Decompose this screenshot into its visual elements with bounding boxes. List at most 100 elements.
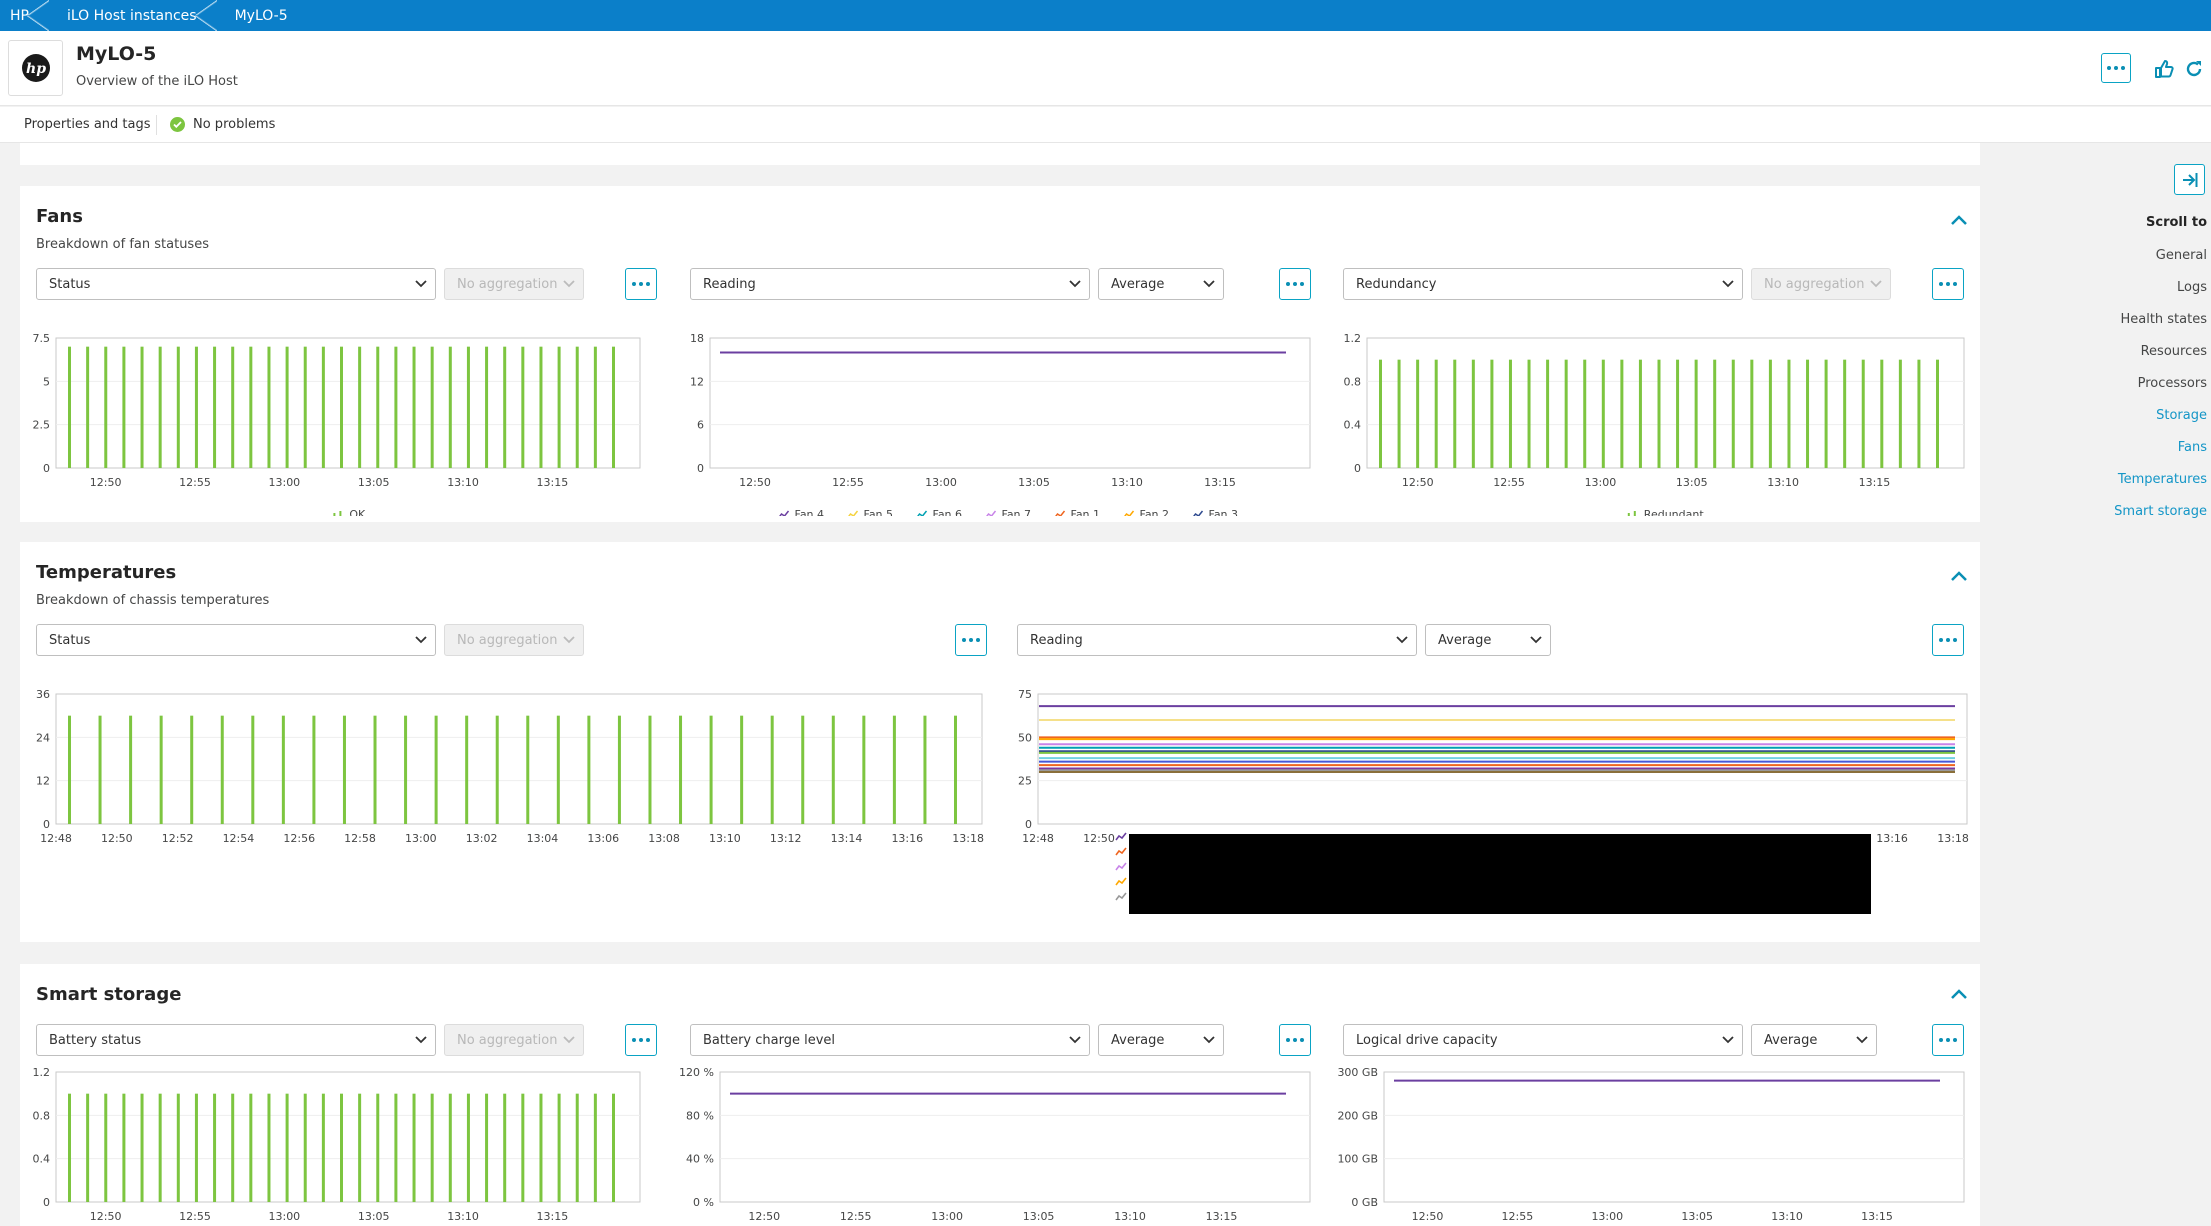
previous-section-bottom <box>20 143 1980 165</box>
thumbs-up-icon[interactable] <box>2153 58 2175 80</box>
status-bar <box>1694 359 1698 468</box>
scroll-to-smart-storage[interactable]: Smart storage <box>2114 504 2207 519</box>
chevron-down-icon <box>415 280 427 288</box>
scroll-to-resources[interactable]: Resources <box>2140 344 2207 359</box>
fans-reading-aggregation-select[interactable]: Average <box>1098 268 1224 300</box>
x-tick-label: 13:05 <box>1023 1210 1055 1223</box>
status-bar <box>593 1093 597 1202</box>
y-tick-label: 0.4 <box>33 1153 51 1166</box>
x-tick-label: 13:02 <box>466 832 498 845</box>
select-value: Average <box>1111 276 1165 292</box>
breadcrumb-current[interactable]: MyLO-5 <box>234 7 288 24</box>
x-tick-label: 12:55 <box>179 476 211 489</box>
properties-and-tags-link[interactable]: Properties and tags <box>24 117 151 132</box>
status-bar <box>249 346 253 468</box>
x-tick-label: 13:10 <box>1111 476 1143 489</box>
temperatures-reading-aggregation-select[interactable]: Average <box>1425 624 1551 656</box>
status-bar <box>1824 359 1828 468</box>
x-tick-label: 13:05 <box>358 1210 390 1223</box>
scroll-to-fans[interactable]: Fans <box>2177 440 2207 455</box>
x-tick-label: 12:50 <box>101 832 133 845</box>
problems-status[interactable]: No problems <box>170 117 275 132</box>
battery-charge-aggregation-select[interactable]: Average <box>1098 1024 1224 1056</box>
status-bar <box>98 715 102 824</box>
status-bar <box>485 346 489 468</box>
fans-status-more-button[interactable] <box>625 268 657 300</box>
select-value: No aggregation <box>457 276 558 292</box>
x-tick-label: 13:16 <box>891 832 923 845</box>
chevron-up-icon[interactable] <box>1950 988 1968 1000</box>
status-bar <box>68 715 71 824</box>
fans-status-metric-select[interactable]: Status <box>36 268 436 300</box>
legend-line-icon <box>1124 510 1135 516</box>
temperatures-status-metric-select[interactable]: Status <box>36 624 436 656</box>
more-icon <box>2107 66 2125 70</box>
fans-redundancy-metric-select[interactable]: Redundancy <box>1343 268 1743 300</box>
scroll-to-processors[interactable]: Processors <box>2137 376 2207 391</box>
status-bar <box>556 715 560 824</box>
status-bar <box>122 346 126 468</box>
hp-logo: hp <box>8 40 63 96</box>
y-tick-label: 200 GB <box>1337 1109 1378 1122</box>
y-tick-label: 25 <box>1018 775 1032 788</box>
fans-redundancy-more-button[interactable] <box>1932 268 1964 300</box>
battery-charge-metric-select[interactable]: Battery charge level <box>690 1024 1090 1056</box>
status-bar <box>1397 359 1401 468</box>
logical-drive-capacity-more-button[interactable] <box>1932 1024 1964 1056</box>
legend-item: OK <box>333 508 366 516</box>
temperatures-status-more-button[interactable] <box>955 624 987 656</box>
scroll-to-heading: Scroll to <box>2146 215 2207 230</box>
y-tick-label: 0 <box>43 1196 50 1209</box>
status-bar <box>129 715 133 824</box>
status-bar <box>485 1093 489 1202</box>
status-bar <box>1880 359 1884 468</box>
legend-label: Redundant <box>1644 508 1705 516</box>
breadcrumb-hp[interactable]: HP <box>0 0 49 31</box>
status-bar <box>892 715 896 824</box>
battery-status-metric-select[interactable]: Battery status <box>36 1024 436 1056</box>
fans-status-aggregation-select: No aggregation <box>444 268 584 300</box>
divider <box>156 115 157 135</box>
scroll-to-storage[interactable]: Storage <box>2156 408 2207 423</box>
logical-drive-capacity-aggregation-select[interactable]: Average <box>1751 1024 1877 1056</box>
status-bar <box>740 715 744 824</box>
legend-line-icon <box>1193 510 1204 516</box>
legend-label: Fan 1 <box>1071 508 1101 516</box>
status-bar <box>617 715 621 824</box>
logical-drive-capacity-metric-select[interactable]: Logical drive capacity <box>1343 1024 1743 1056</box>
scroll-to-temperatures[interactable]: Temperatures <box>2117 472 2207 487</box>
x-tick-label: 12:50 <box>1412 1210 1444 1223</box>
scroll-to-general[interactable]: General <box>2155 248 2207 263</box>
breadcrumb-ilo-host-instances[interactable]: iLO Host instances <box>45 0 217 31</box>
scroll-to-health-states[interactable]: Health states <box>2120 312 2207 327</box>
scroll-to-logs[interactable]: Logs <box>2177 280 2207 295</box>
collapse-sidebar-button[interactable] <box>2174 164 2205 195</box>
legend-label: Fan 3 <box>1209 508 1239 516</box>
x-tick-label: 13:05 <box>358 476 390 489</box>
select-value: Status <box>49 632 91 648</box>
plot-frame <box>719 1071 1311 1203</box>
temperatures-status-aggregation-select: No aggregation <box>444 624 584 656</box>
battery-status-more-button[interactable] <box>625 1024 657 1056</box>
fans-reading-more-button[interactable] <box>1279 268 1311 300</box>
x-tick-label: 13:00 <box>931 1210 963 1223</box>
temperatures-reading-metric-select[interactable]: Reading <box>1017 624 1417 656</box>
y-tick-label: 120 % <box>679 1066 714 1079</box>
status-bar <box>285 346 289 468</box>
status-bar <box>1898 359 1902 468</box>
plot-frame <box>1366 337 1965 469</box>
status-bar <box>1731 359 1735 468</box>
status-bar <box>312 715 316 824</box>
chevron-up-icon[interactable] <box>1950 214 1968 226</box>
status-bar <box>539 1093 543 1202</box>
x-tick-label: 13:10 <box>1771 1210 1803 1223</box>
chevron-up-icon[interactable] <box>1950 570 1968 582</box>
y-tick-label: 0.8 <box>1344 375 1362 388</box>
fans-reading-metric-select[interactable]: Reading <box>690 268 1090 300</box>
battery-charge-more-button[interactable] <box>1279 1024 1311 1056</box>
more-actions-button[interactable] <box>2101 53 2131 83</box>
refresh-icon[interactable] <box>2183 58 2205 80</box>
temperatures-reading-more-button[interactable] <box>1932 624 1964 656</box>
legend-line-icon <box>1115 877 1127 886</box>
status-bar <box>448 1093 452 1202</box>
